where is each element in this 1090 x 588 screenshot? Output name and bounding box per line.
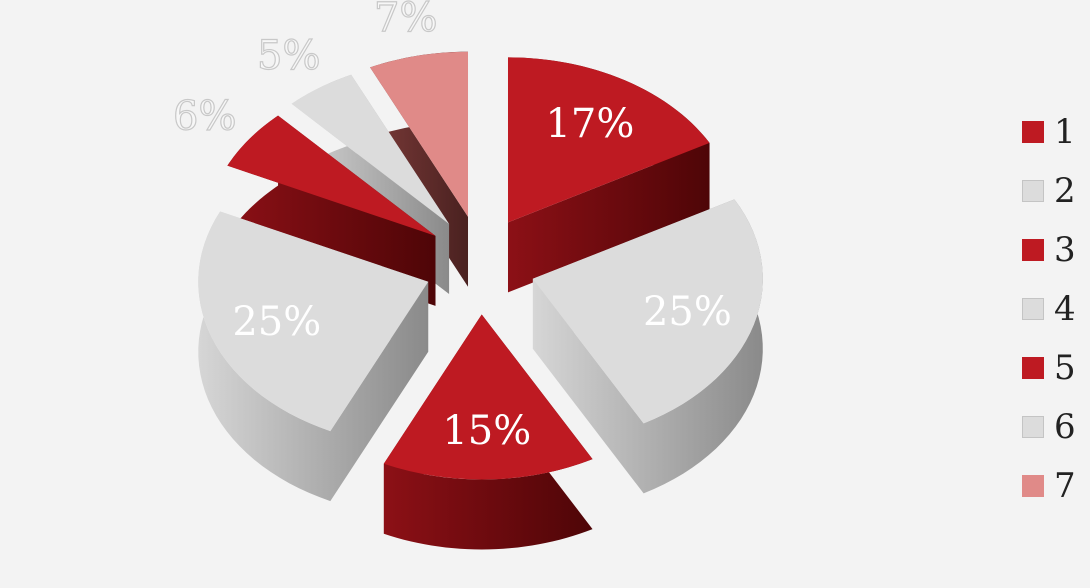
legend-label: 1: [1054, 112, 1076, 152]
legend-label: 6: [1054, 407, 1076, 447]
legend-item-1: 1: [1022, 112, 1076, 152]
legend-swatch: [1022, 180, 1044, 202]
pie-slice-5: [227, 115, 436, 306]
pie-slice-side: [383, 314, 593, 550]
legend-label: 3: [1054, 230, 1076, 270]
pie-slice-top: [532, 199, 763, 424]
legend-label: 4: [1054, 289, 1076, 329]
data-label-2: 25%: [643, 289, 732, 335]
legend-item-7: 7: [1022, 466, 1076, 506]
legend-item-6: 6: [1022, 407, 1076, 447]
legend-label: 7: [1054, 466, 1076, 506]
pie-slice-top: [507, 57, 710, 223]
pie-slice-top: [227, 115, 436, 236]
data-label-7: 7%: [374, 0, 437, 41]
pie-slice-4: [198, 211, 429, 502]
legend-swatch: [1022, 121, 1044, 143]
data-label-1: 17%: [545, 101, 634, 147]
pie-slice-top: [383, 314, 593, 480]
legend-swatch: [1022, 239, 1044, 261]
pie-slice-top: [198, 211, 429, 432]
data-label-6: 5%: [257, 33, 320, 79]
legend-label: 2: [1054, 171, 1076, 211]
legend-item-4: 4: [1022, 289, 1076, 329]
legend-swatch: [1022, 357, 1044, 379]
legend-label: 5: [1054, 348, 1076, 388]
data-label-4: 25%: [232, 299, 321, 345]
data-label-5: 6%: [173, 94, 236, 140]
legend-item-3: 3: [1022, 230, 1076, 270]
pie-slice-top: [370, 51, 469, 217]
legend-item-5: 5: [1022, 348, 1076, 388]
legend-item-2: 2: [1022, 171, 1076, 211]
pie-slice-3: [383, 314, 593, 550]
pie-slice-2: [532, 199, 763, 494]
pie-slice-1: [507, 57, 710, 293]
legend-swatch: [1022, 298, 1044, 320]
pie-slice-top: [291, 74, 450, 225]
legend-swatch: [1022, 475, 1044, 497]
data-label-3: 15%: [442, 408, 531, 454]
legend-swatch: [1022, 416, 1044, 438]
